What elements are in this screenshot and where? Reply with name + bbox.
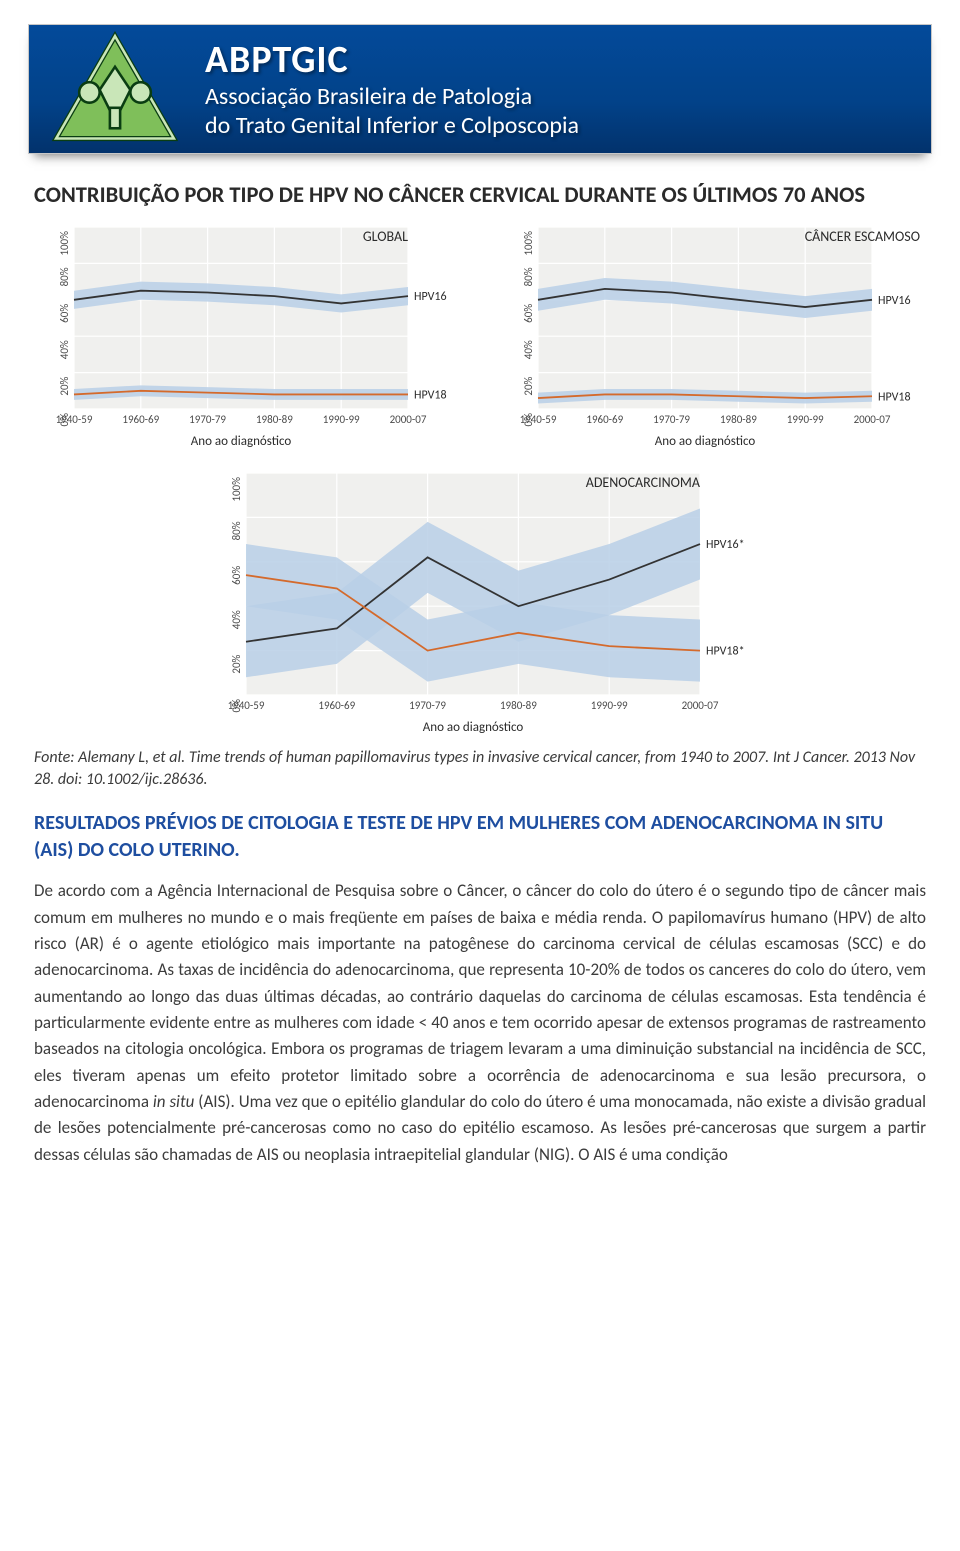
svg-text:60%: 60%	[58, 304, 71, 323]
svg-text:40%: 40%	[522, 340, 535, 359]
section-heading: RESULTADOS PRÉVIOS DE CITOLOGIA E TESTE …	[34, 810, 926, 864]
svg-text:100%: 100%	[230, 477, 243, 502]
svg-text:1960-69: 1960-69	[122, 413, 159, 426]
svg-text:2000-07: 2000-07	[390, 413, 427, 426]
svg-text:HPV16: HPV16	[878, 294, 911, 308]
svg-text:Ano ao diagnóstico: Ano ao diagnóstico	[191, 434, 292, 449]
chart-squamous: 0%20%40%60%80%100%1940-591960-691970-791…	[492, 215, 932, 451]
svg-text:GLOBAL: GLOBAL	[363, 228, 408, 245]
svg-text:HPV16: HPV16	[414, 290, 447, 304]
banner-text: ABPTGIC Associação Brasileira de Patolog…	[205, 37, 579, 141]
svg-text:1990-99: 1990-99	[787, 413, 824, 426]
svg-text:1970-79: 1970-79	[653, 413, 690, 426]
svg-text:1940-59: 1940-59	[520, 413, 557, 426]
svg-text:40%: 40%	[58, 340, 71, 359]
charts-top-row: 0%20%40%60%80%100%1940-591960-691970-791…	[28, 215, 932, 451]
banner-abbr: ABPTGIC	[205, 37, 579, 83]
svg-text:1990-99: 1990-99	[591, 699, 628, 712]
svg-text:CÂNCER ESCAMOSO: CÂNCER ESCAMOSO	[805, 228, 920, 245]
svg-text:HPV16*: HPV16*	[706, 538, 745, 552]
svg-text:1980-89: 1980-89	[500, 699, 537, 712]
svg-text:80%: 80%	[522, 267, 535, 286]
svg-text:HPV18: HPV18	[414, 388, 447, 402]
svg-text:2000-07: 2000-07	[682, 699, 719, 712]
svg-text:1940-59: 1940-59	[56, 413, 93, 426]
svg-text:100%: 100%	[58, 231, 71, 256]
svg-text:1970-79: 1970-79	[409, 699, 446, 712]
svg-text:HPV18*: HPV18*	[706, 645, 745, 659]
body-paragraph: De acordo com a Agência Internacional de…	[34, 878, 926, 1168]
svg-text:100%: 100%	[522, 231, 535, 256]
banner-sub2: do Trato Genital Inferior e Colposcopia	[205, 112, 579, 141]
svg-text:20%: 20%	[230, 654, 243, 673]
svg-text:80%: 80%	[58, 267, 71, 286]
banner-sub1: Associação Brasileira de Patologia	[205, 83, 579, 112]
chart-adeno: 0%20%40%60%80%100%1940-591960-691970-791…	[200, 461, 760, 737]
svg-text:20%: 20%	[522, 376, 535, 395]
svg-text:60%: 60%	[230, 566, 243, 585]
svg-text:ADENOCARCINOMA: ADENOCARCINOMA	[586, 474, 701, 491]
svg-text:2000-07: 2000-07	[854, 413, 891, 426]
source-citation: Fonte: Alemany L, et al. Time trends of …	[34, 747, 926, 790]
svg-text:1940-59: 1940-59	[228, 699, 265, 712]
chart-global: 0%20%40%60%80%100%1940-591960-691970-791…	[28, 215, 468, 451]
svg-text:1960-69: 1960-69	[318, 699, 355, 712]
logo-icon	[51, 35, 179, 143]
svg-text:Ano ao diagnóstico: Ano ao diagnóstico	[655, 434, 756, 449]
svg-text:80%: 80%	[230, 521, 243, 540]
svg-text:1960-69: 1960-69	[586, 413, 623, 426]
svg-text:60%: 60%	[522, 304, 535, 323]
svg-text:40%: 40%	[230, 610, 243, 629]
svg-text:HPV18: HPV18	[878, 390, 911, 404]
svg-text:1980-89: 1980-89	[720, 413, 757, 426]
svg-text:20%: 20%	[58, 376, 71, 395]
svg-text:1980-89: 1980-89	[256, 413, 293, 426]
svg-text:Ano ao diagnóstico: Ano ao diagnóstico	[423, 720, 524, 735]
svg-text:1970-79: 1970-79	[189, 413, 226, 426]
panel-title: CONTRIBUIÇÃO POR TIPO DE HPV NO CÂNCER C…	[34, 182, 926, 209]
header-banner: ABPTGIC Associação Brasileira de Patolog…	[28, 24, 932, 154]
svg-text:1990-99: 1990-99	[323, 413, 360, 426]
